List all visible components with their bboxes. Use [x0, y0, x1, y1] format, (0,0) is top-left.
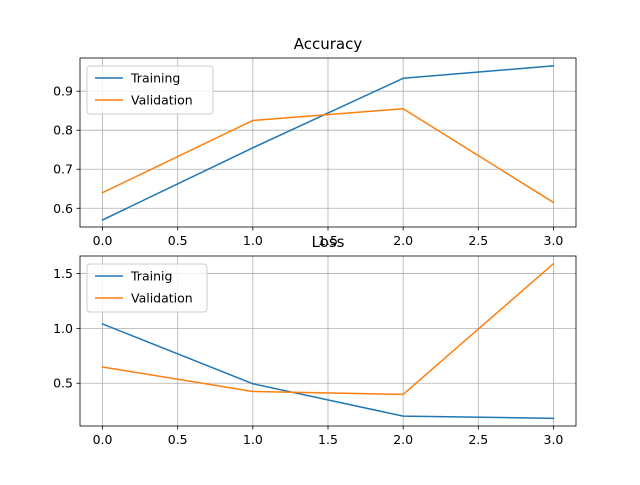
x-tick-label: 0.0: [93, 432, 113, 447]
chart-title: Loss: [312, 233, 345, 251]
series-line-validation: [101, 107, 555, 204]
x-tick-label: 1.0: [243, 432, 263, 447]
x-tick-label: 0.0: [93, 233, 113, 248]
legend-label: Validation: [131, 93, 193, 108]
series-line-training: [101, 323, 555, 420]
x-tick-label: 2.0: [393, 233, 413, 248]
y-tick-label: 0.6: [53, 201, 73, 216]
x-tick-label: 1.0: [243, 233, 263, 248]
x-tick-label: 2.5: [468, 233, 488, 248]
series-line-training: [101, 65, 555, 221]
y-tick-label: 0.9: [53, 84, 73, 99]
y-tick-label: 0.8: [53, 123, 73, 138]
legend-label: Trainig: [130, 269, 172, 284]
loss-subplot: 0.0 0.5 1.0 1.5 2.0 2.5 3.00.51.01.5LossTraini…: [53, 233, 577, 447]
x-tick-label: 1.5: [318, 432, 338, 447]
x-tick-label: 0.5: [168, 432, 188, 447]
y-tick-label: 0.7: [53, 162, 73, 177]
series-line-validation: [101, 262, 555, 396]
x-tick-label: 0.5: [168, 233, 188, 248]
x-tick-label: 2.0: [393, 432, 413, 447]
x-tick-label: 2.5: [468, 432, 488, 447]
chart-title: Accuracy: [294, 35, 363, 53]
accuracy-subplot: 0.0 0.5 1.0 1.5 2.0 2.5 3.0 0.6 0.7 0.8 0.9 Accurac…: [53, 35, 577, 248]
y-tick-label: 1.0: [53, 321, 73, 336]
y-tick-label: 1.5: [53, 266, 73, 281]
x-tick-label: 3.0: [544, 233, 564, 248]
y-tick-label: 0.5: [53, 376, 73, 391]
legend-label: Validation: [131, 291, 193, 306]
x-tick-label: 3.0: [544, 432, 564, 447]
x-tick-label: 1.5: [318, 233, 338, 248]
legend-label: Training: [130, 71, 180, 86]
